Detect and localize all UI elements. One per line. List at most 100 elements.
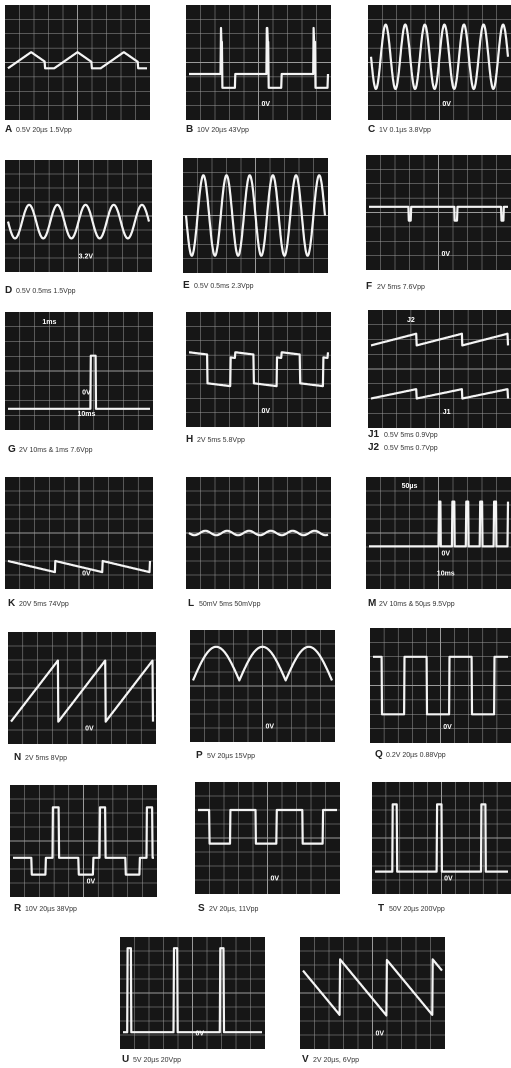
- caption-letter: H: [186, 434, 193, 445]
- screen-label: 0V: [87, 879, 96, 886]
- caption-text: 0.5V 5ms 0.9Vpp: [384, 432, 438, 439]
- trace: [372, 655, 509, 716]
- caption-letter: S: [198, 903, 205, 914]
- screen-label: 0V: [442, 101, 451, 108]
- scope-panel: 0V: [190, 630, 335, 742]
- caption-text: 50V 20µs 200Vpp: [389, 906, 445, 913]
- caption-text: 2V 5ms 5.8Vpp: [197, 437, 245, 444]
- caption-letter: M: [368, 598, 376, 609]
- caption-text: 1V 0.1µs 3.8Vpp: [379, 127, 431, 134]
- screen-label: 0V: [270, 876, 279, 883]
- caption-letter: P: [196, 750, 203, 761]
- screen-label: 0V: [85, 726, 94, 733]
- trace: [10, 659, 155, 723]
- trace: [374, 803, 509, 873]
- screen-label: 0V: [443, 724, 452, 731]
- trace: [370, 332, 510, 347]
- caption-text: 2V 5ms 7.6Vpp: [377, 284, 425, 291]
- screen-label: 10ms: [437, 571, 455, 578]
- caption-letter: R: [14, 903, 22, 914]
- caption-text: 0.5V 5ms 0.7Vpp: [384, 445, 438, 452]
- screen-label: 50µs: [402, 483, 418, 490]
- caption-text: 2V 20µs, 11Vpp: [209, 906, 259, 913]
- scope-panel: 0V: [186, 5, 331, 120]
- screen-label: 0V: [265, 724, 274, 731]
- screen-label: 3.2V: [79, 254, 94, 261]
- caption-text: 50mV 5ms 50mVpp: [199, 601, 261, 608]
- trace: [122, 947, 263, 1034]
- scope-panel: 0V: [368, 5, 511, 120]
- scope-panel: 0V: [5, 477, 153, 589]
- caption-letter: T: [378, 903, 384, 914]
- scope-panel: [183, 158, 328, 273]
- trace: [191, 645, 334, 682]
- trace: [197, 808, 338, 845]
- trace: [12, 806, 155, 876]
- screen-label: J2: [407, 317, 415, 324]
- screen-label: 1ms: [42, 319, 56, 326]
- scope-panel: J1 J2: [368, 310, 511, 428]
- caption-letter: G: [8, 444, 16, 455]
- trace: [302, 958, 443, 1017]
- screen-label: 0V: [261, 408, 270, 415]
- trace: [6, 203, 151, 240]
- scope-panel: 0V: [186, 312, 331, 427]
- screen-label: 0V: [441, 251, 450, 258]
- caption-letter: A: [5, 124, 12, 135]
- trace: [184, 174, 327, 257]
- caption-text: 20V 5ms 74Vpp: [19, 601, 69, 608]
- caption-letter: U: [122, 1054, 129, 1065]
- screen-label: 0V: [195, 1031, 204, 1038]
- scope-panel: 0V: [370, 628, 511, 743]
- trace: [368, 205, 509, 222]
- trace: [369, 23, 510, 91]
- caption-text: 2V 5ms 8Vpp: [25, 755, 67, 762]
- trace: [7, 559, 152, 574]
- caption-letter: C: [368, 124, 375, 135]
- screen-label: 0V: [82, 571, 91, 578]
- trace: [188, 351, 330, 388]
- trace: [368, 500, 510, 548]
- scope-panel: [5, 5, 150, 120]
- caption-letter: N: [14, 752, 21, 763]
- caption-text: 2V 10ms & 50µs 9.5Vpp: [379, 601, 455, 608]
- trace: [188, 26, 330, 89]
- caption-letter: L: [188, 598, 194, 609]
- caption-text: 2V 10ms & 1ms 7.6Vpp: [19, 447, 93, 454]
- scope-panel: 0V: [300, 937, 445, 1049]
- caption-letter: E: [183, 280, 190, 291]
- scope-panel: 10ms 50µs 0V: [366, 477, 511, 589]
- screen-label: J1: [443, 409, 451, 416]
- caption-letter: Q: [375, 749, 383, 760]
- screen-label: 10ms: [77, 411, 95, 418]
- caption-letter: V: [302, 1054, 309, 1065]
- scope-panel: [186, 477, 331, 589]
- caption-letter: D: [5, 285, 12, 296]
- screen-label: 0V: [444, 876, 453, 883]
- caption-letter: K: [8, 598, 16, 609]
- screen-label: 0V: [375, 1031, 384, 1038]
- caption-text: 10V 20µs 38Vpp: [25, 906, 77, 913]
- caption-letter: J1: [368, 429, 380, 440]
- caption-text: 10V 20µs 43Vpp: [197, 127, 249, 134]
- trace: [7, 51, 148, 70]
- scope-panel: 0V: [10, 785, 157, 897]
- trace: [370, 388, 510, 400]
- scope-panel: 0V: [8, 632, 156, 744]
- screen-label: 0V: [441, 550, 450, 557]
- screen-label: 0V: [82, 390, 91, 397]
- caption-text: 0.2V 20µs 0.88Vpp: [386, 752, 446, 759]
- caption-text: 5V 20µs 20Vpp: [133, 1057, 181, 1064]
- caption-letter: B: [186, 124, 193, 135]
- scope-panel: 10ms 1ms 0V: [5, 312, 153, 430]
- caption-text: 0.5V 20µs 1.5Vpp: [16, 127, 72, 134]
- caption-letter: J2: [368, 442, 380, 453]
- scope-panel: 0V: [195, 782, 340, 894]
- scope-panel: 0V: [366, 155, 511, 270]
- trace: [7, 354, 151, 410]
- scope-panel: 3.2V: [5, 160, 152, 272]
- caption-letter: F: [366, 281, 372, 292]
- caption-text: 2V 20µs, 6Vpp: [313, 1057, 359, 1064]
- scope-panel: 0V: [372, 782, 511, 894]
